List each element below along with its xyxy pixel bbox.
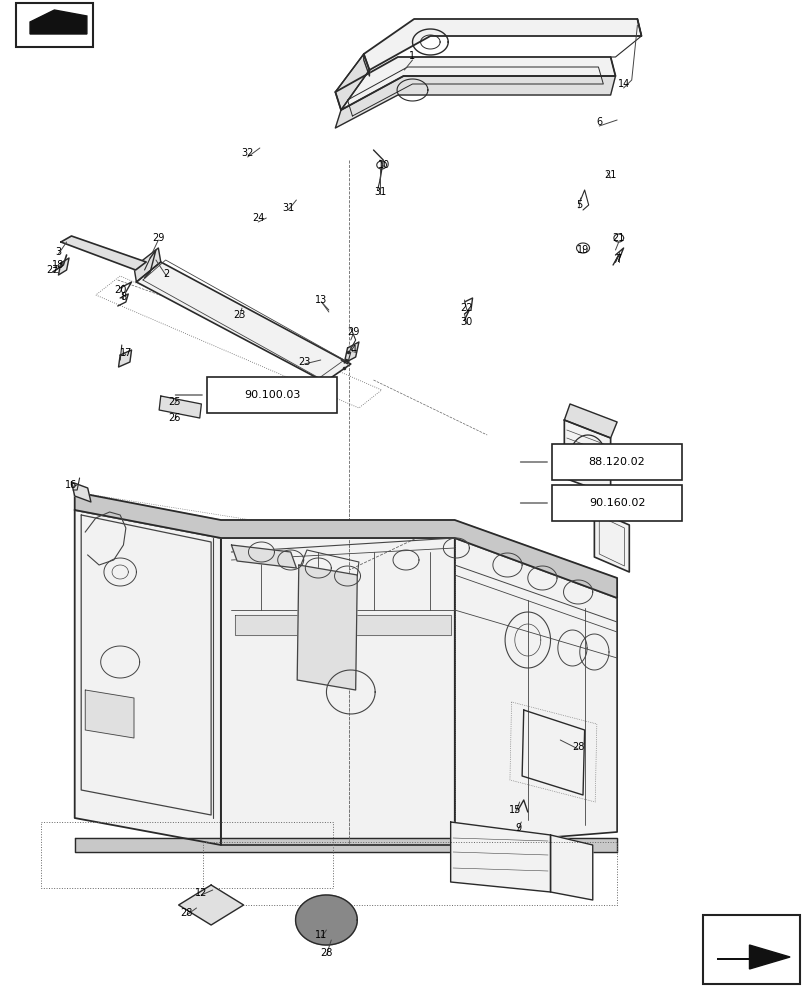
Text: 32: 32 <box>241 148 254 158</box>
Text: 10: 10 <box>377 160 390 170</box>
Polygon shape <box>295 895 357 945</box>
Text: 90.160.02: 90.160.02 <box>588 498 645 508</box>
Text: 19: 19 <box>576 245 589 255</box>
FancyBboxPatch shape <box>206 377 337 413</box>
Text: 29: 29 <box>346 327 359 337</box>
FancyBboxPatch shape <box>16 3 92 47</box>
Polygon shape <box>564 404 616 438</box>
Polygon shape <box>118 350 131 367</box>
Text: 4: 4 <box>350 345 356 355</box>
Text: 15: 15 <box>508 805 521 815</box>
Text: 1: 1 <box>409 51 415 61</box>
Text: 5: 5 <box>575 200 581 210</box>
Polygon shape <box>550 835 592 900</box>
Polygon shape <box>75 838 616 852</box>
Polygon shape <box>335 57 615 110</box>
Text: 24: 24 <box>251 213 264 223</box>
Text: 26: 26 <box>168 413 181 423</box>
Polygon shape <box>363 54 369 76</box>
Polygon shape <box>159 396 201 418</box>
Polygon shape <box>75 492 616 598</box>
Text: 23: 23 <box>233 310 246 320</box>
Text: 31: 31 <box>281 203 294 213</box>
Text: 28: 28 <box>571 742 584 752</box>
Text: 21: 21 <box>603 170 616 180</box>
Polygon shape <box>231 545 296 568</box>
Polygon shape <box>297 565 357 690</box>
Text: 90.100.03: 90.100.03 <box>243 390 300 400</box>
Text: 28: 28 <box>180 908 193 918</box>
Text: 29: 29 <box>152 233 165 243</box>
Text: 14: 14 <box>616 79 629 89</box>
Text: 8: 8 <box>120 292 127 302</box>
Text: 21: 21 <box>611 233 624 243</box>
Polygon shape <box>716 945 789 969</box>
FancyBboxPatch shape <box>551 485 681 521</box>
Text: 12: 12 <box>195 888 208 898</box>
Text: 7: 7 <box>615 254 621 264</box>
Polygon shape <box>134 248 161 282</box>
FancyBboxPatch shape <box>702 915 799 984</box>
Polygon shape <box>136 262 350 382</box>
Polygon shape <box>594 510 629 572</box>
Polygon shape <box>450 822 550 892</box>
Polygon shape <box>521 710 584 795</box>
FancyBboxPatch shape <box>551 444 681 480</box>
Text: 20: 20 <box>114 285 127 295</box>
Polygon shape <box>58 258 69 275</box>
Polygon shape <box>61 236 146 270</box>
Text: 9: 9 <box>514 823 521 833</box>
Polygon shape <box>235 615 450 635</box>
Polygon shape <box>71 482 91 502</box>
Text: 16: 16 <box>65 480 78 490</box>
Text: 17: 17 <box>119 348 132 358</box>
Text: 3: 3 <box>55 247 62 257</box>
Polygon shape <box>75 510 221 845</box>
Text: 28: 28 <box>320 948 333 958</box>
Text: 2: 2 <box>163 269 169 279</box>
Text: 11: 11 <box>315 930 328 940</box>
Polygon shape <box>178 885 243 925</box>
Polygon shape <box>363 19 641 70</box>
Text: 88.120.02: 88.120.02 <box>588 457 645 467</box>
Polygon shape <box>454 538 616 845</box>
Text: 27: 27 <box>46 265 59 275</box>
Polygon shape <box>85 690 134 738</box>
Text: 22: 22 <box>460 303 473 313</box>
Polygon shape <box>30 10 87 34</box>
Text: 18: 18 <box>52 260 65 270</box>
Text: 25: 25 <box>168 397 181 407</box>
Text: 31: 31 <box>373 187 386 197</box>
Text: 6: 6 <box>595 117 602 127</box>
Polygon shape <box>344 342 358 363</box>
Text: 13: 13 <box>315 295 328 305</box>
Polygon shape <box>564 420 610 495</box>
Text: 30: 30 <box>460 317 473 327</box>
Polygon shape <box>335 54 369 110</box>
Polygon shape <box>221 538 454 845</box>
Polygon shape <box>335 76 615 128</box>
Text: 23: 23 <box>298 357 311 367</box>
